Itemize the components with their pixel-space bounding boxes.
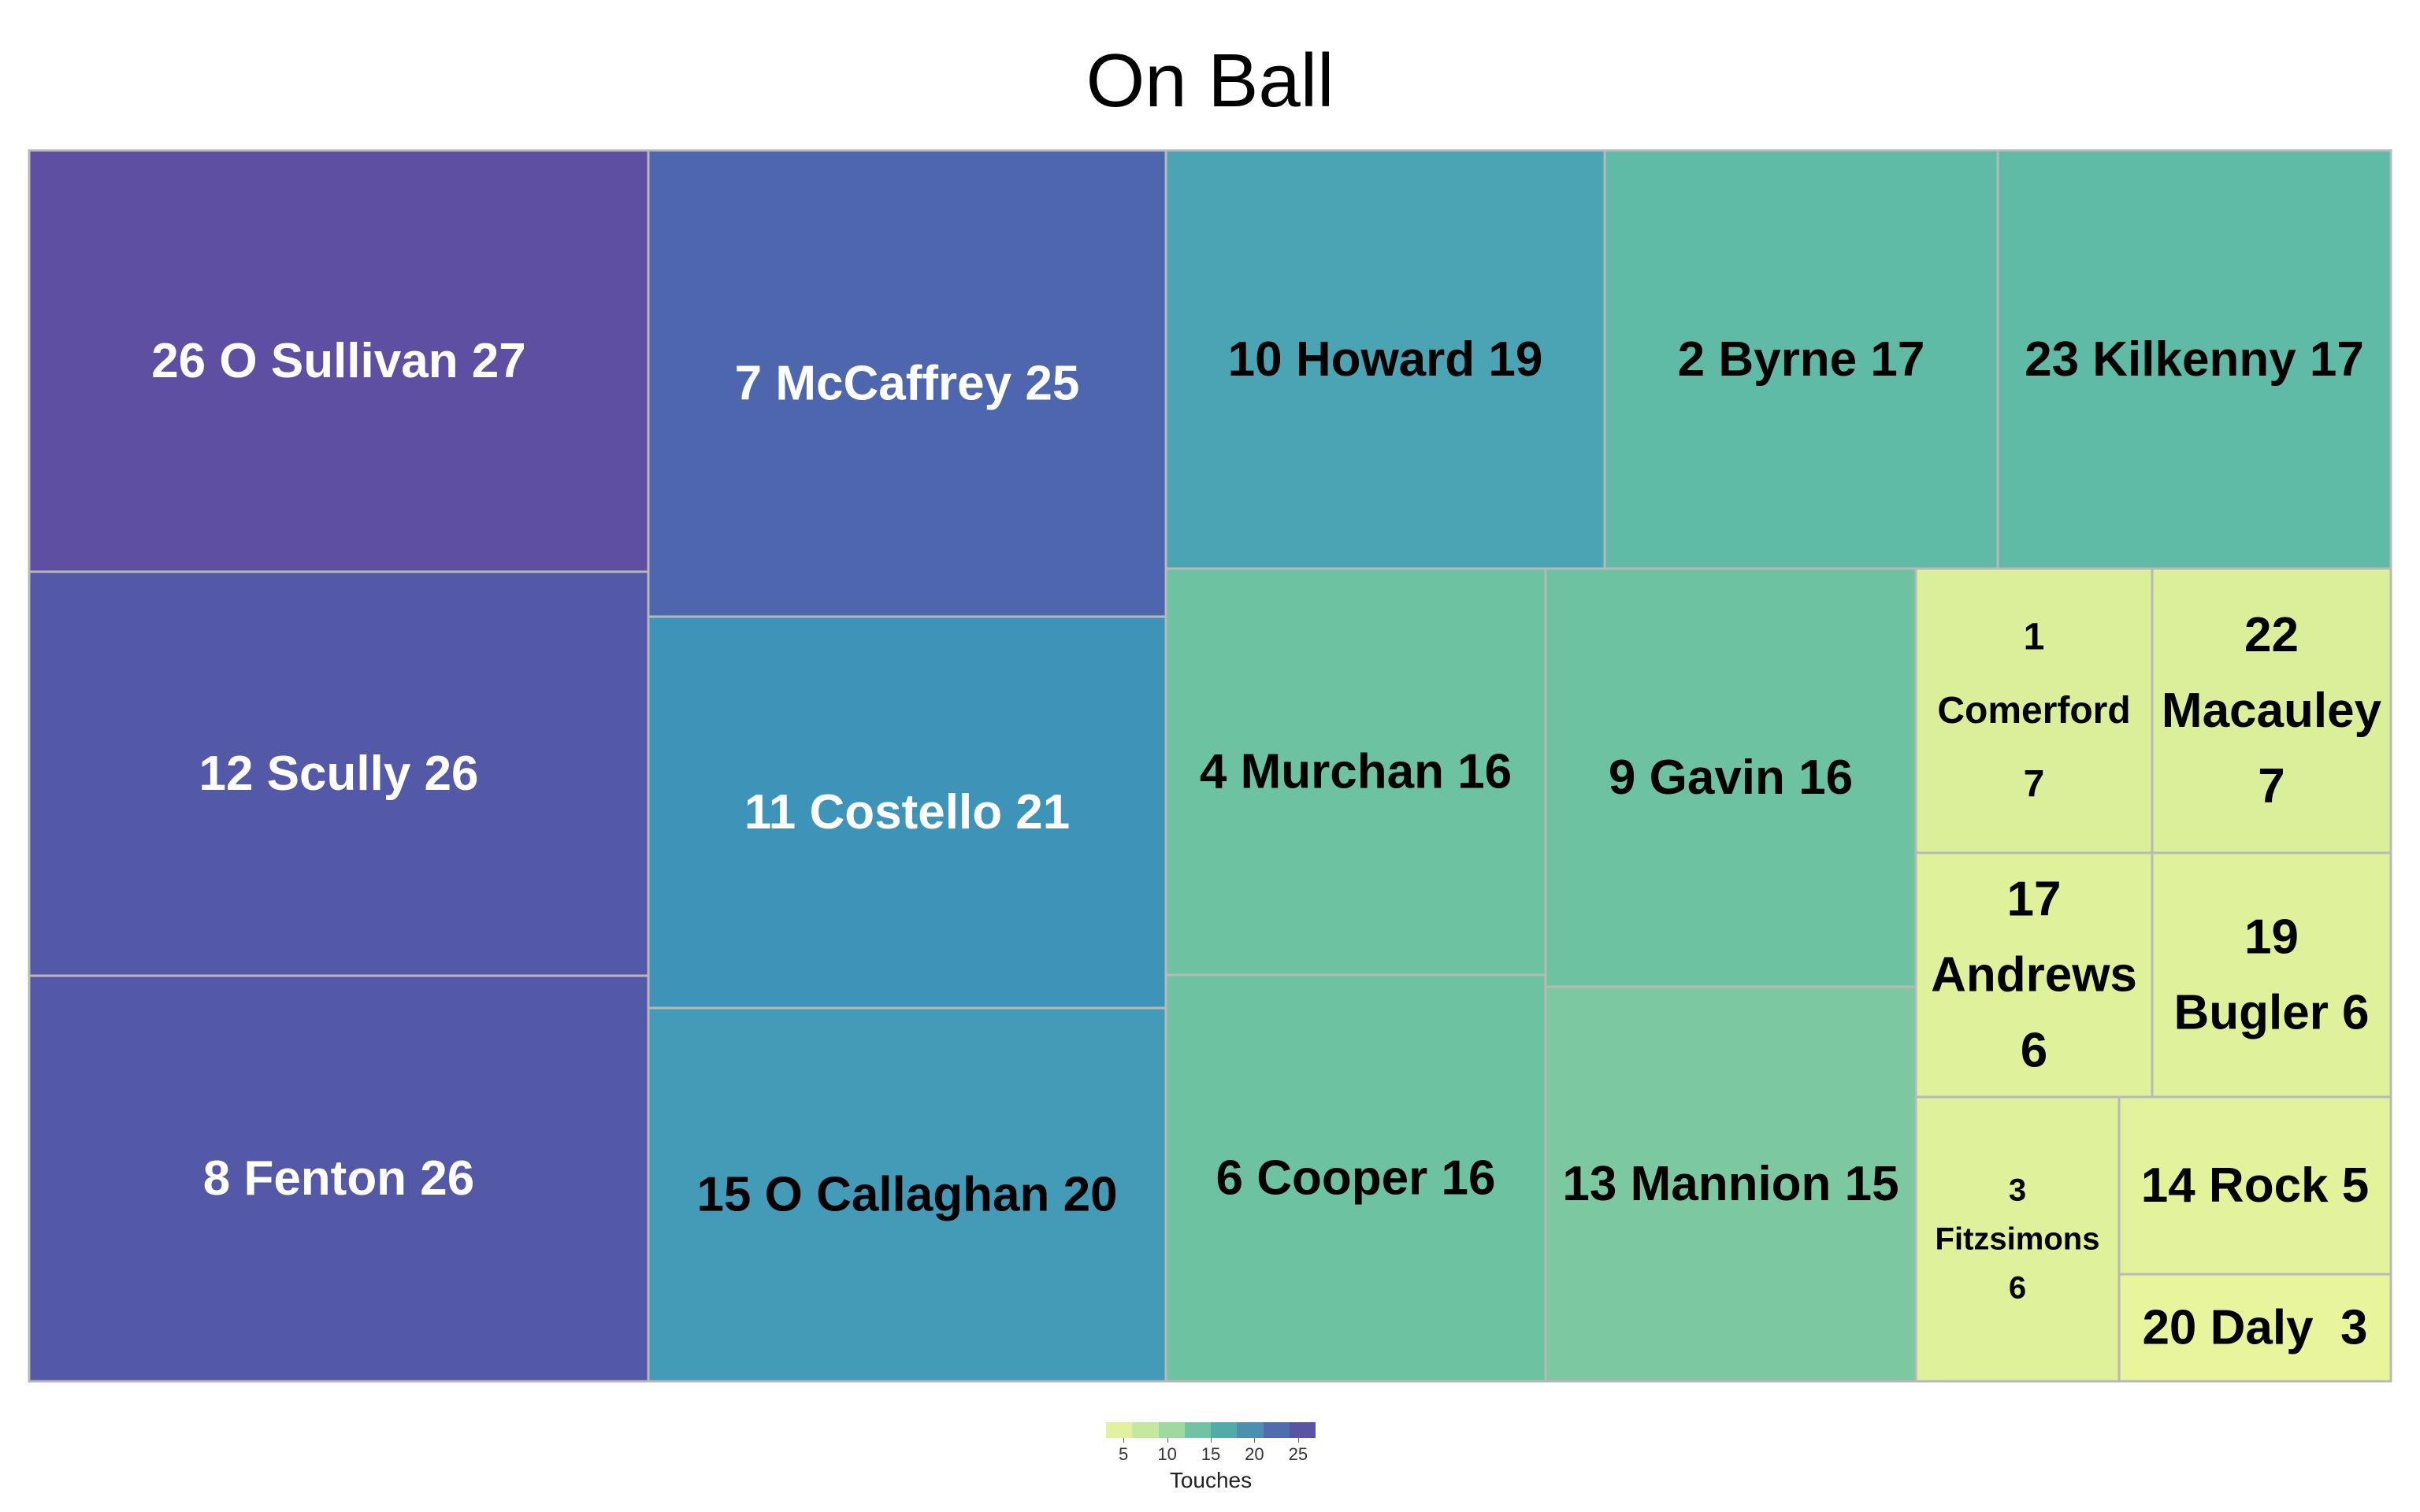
tile-label: Comerford: [1937, 690, 2130, 732]
tile-rect: [647, 1006, 1167, 1383]
tile-rect: [1914, 567, 2154, 854]
tile-label: Fitzsimons: [1936, 1222, 2100, 1257]
tile-label: 11 Costello 21: [744, 785, 1071, 839]
treemap-tile: 2 Byrne 17: [1603, 149, 1999, 570]
colorbar-tick-label: 20: [1245, 1444, 1264, 1464]
colorbar-segment: [1211, 1422, 1238, 1438]
tile-rect: [28, 149, 650, 573]
treemap-tile: 13 Mannion 15: [1544, 985, 1917, 1383]
colorbar-tickmark: [1167, 1438, 1168, 1443]
treemap-tile: 19 Bugler 6: [2151, 851, 2392, 1099]
tile-label: 1: [2024, 616, 2045, 658]
tile-rect: [28, 570, 650, 977]
tile-rect: [647, 149, 1167, 618]
treemap-tile: 20 Daly 3: [2118, 1273, 2392, 1383]
treemap-tile: 26 O Sullivan 27: [28, 149, 650, 573]
colorbar-segment: [1263, 1422, 1290, 1438]
colorbar-legend: 5 10 15 20 25 Touches: [1106, 1422, 1316, 1492]
tile-rect: [1164, 149, 1606, 570]
tile-label: Bugler 6: [2173, 986, 2369, 1040]
treemap-tile: 15 O Callaghan 20: [647, 1006, 1167, 1383]
tile-label: 7: [2024, 764, 2045, 806]
tile-label: 10 Howard 19: [1228, 332, 1543, 387]
tile-label: Macauley: [2162, 684, 2382, 738]
tile-label: 17: [2007, 872, 2062, 926]
treemap-tile: 8 Fenton 26: [28, 974, 650, 1383]
tile-rect: [1603, 149, 1999, 570]
treemap-tile: 7 McCaffrey 25: [647, 149, 1167, 618]
colorbar-tickmark: [1254, 1438, 1256, 1443]
tile-label: 20 Daly 3: [2142, 1301, 2367, 1355]
colorbar-segment: [1132, 1422, 1159, 1438]
colorbar-tickmark: [1123, 1438, 1125, 1443]
tile-label: 26 O Sullivan 27: [151, 334, 526, 388]
colorbar-tick-label: 5: [1119, 1444, 1129, 1464]
treemap-tile: 10 Howard 19: [1164, 149, 1606, 570]
treemap-tile: 14 Rock 5: [2118, 1095, 2392, 1276]
tile-label: 22: [2244, 608, 2299, 662]
tile-label: 3: [2009, 1173, 2026, 1208]
tile-label: 9 Gavin 16: [1609, 750, 1853, 805]
tile-label: 8 Fenton 26: [203, 1151, 475, 1206]
treemap-tile: 1 Comerford 7: [1914, 567, 2154, 854]
tile-rect: [1914, 1095, 2121, 1383]
tile-rect: [1996, 149, 2392, 570]
tile-label: 4 Murchan 16: [1200, 745, 1512, 799]
tile-label: 15 O Callaghan 20: [696, 1168, 1117, 1222]
colorbar-tick-label: 25: [1288, 1444, 1308, 1464]
colorbar-tick-label: 15: [1201, 1444, 1221, 1464]
tile-label: 23 Kilkenny 17: [2025, 332, 2364, 387]
tile-label: Andrews: [1931, 948, 2137, 1002]
tile-label: 6: [2021, 1024, 2047, 1078]
treemap-tile: 4 Murchan 16: [1164, 567, 1547, 976]
chart-title: On Ball: [1086, 39, 1334, 123]
colorbar-tick-label: 10: [1157, 1444, 1177, 1464]
tile-rect: [1544, 985, 1917, 1383]
treemap-tile: 11 Costello 21: [647, 615, 1167, 1010]
tile-rect: [1914, 851, 2154, 1099]
colorbar-tickmark: [1211, 1438, 1212, 1443]
treemap-tile: 9 Gavin 16: [1544, 567, 1917, 988]
tile-rect: [2151, 567, 2392, 854]
treemap-tile: 23 Kilkenny 17: [1996, 149, 2392, 570]
tile-rect: [1164, 973, 1547, 1383]
tile-label: 6 Cooper 16: [1216, 1151, 1496, 1206]
colorbar-segment: [1158, 1422, 1185, 1438]
colorbar-tickmark: [1297, 1438, 1299, 1443]
colorbar-title: Touches: [1169, 1468, 1253, 1492]
colorbar-gradient: [1106, 1422, 1316, 1438]
treemap-tile: 17 Andrews 6: [1914, 851, 2154, 1099]
treemap-tile: 6 Cooper 16: [1164, 973, 1547, 1383]
treemap-tile: 3 Fitzsimons 6: [1914, 1095, 2121, 1383]
tile-label: 6: [2009, 1271, 2026, 1306]
tile-rect: [2118, 1095, 2392, 1276]
colorbar-segment: [1184, 1422, 1211, 1438]
tile-rect: [1164, 567, 1547, 976]
tile-rect: [2118, 1273, 2392, 1383]
tile-label: 19: [2244, 910, 2299, 964]
tile-label: 13 Mannion 15: [1562, 1157, 1899, 1211]
treemap-tile: 22 Macauley 7: [2151, 567, 2392, 854]
colorbar-segment: [1106, 1422, 1133, 1438]
colorbar-segment: [1237, 1422, 1264, 1438]
tile-rect: [28, 974, 650, 1383]
tile-rect: [2151, 851, 2392, 1099]
tile-label: 7: [2258, 759, 2285, 813]
colorbar-segment: [1289, 1422, 1316, 1438]
tile-label: 12 Scully 26: [199, 747, 478, 801]
treemap-tile: 12 Scully 26: [28, 570, 650, 977]
tile-label: 7 McCaffrey 25: [735, 357, 1080, 411]
tile-label: 14 Rock 5: [2141, 1158, 2370, 1213]
tile-label: 2 Byrne 17: [1678, 332, 1925, 387]
